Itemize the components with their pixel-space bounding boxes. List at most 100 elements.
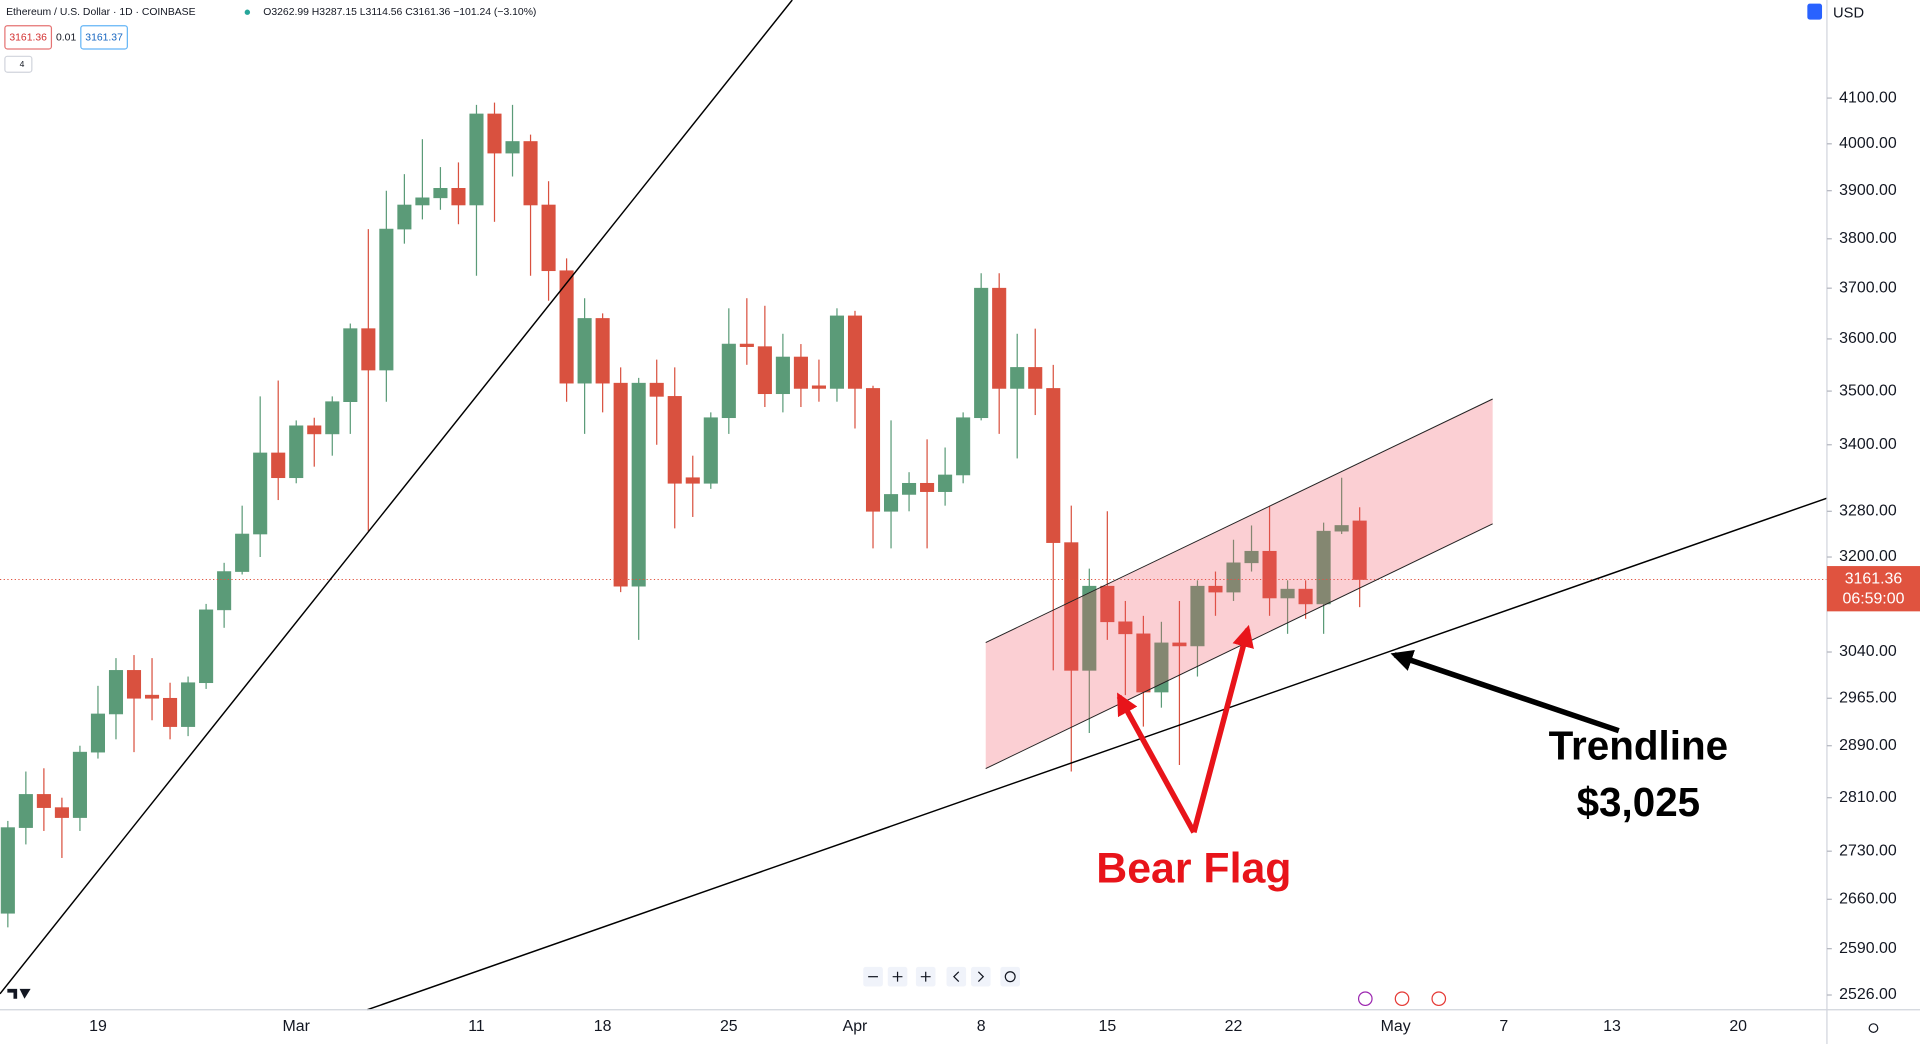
x-tick-label: 8: [977, 1018, 986, 1035]
x-tick-label: 22: [1225, 1018, 1243, 1035]
symbol: Ethereum / U.S. Dollar · 1D · COINBASE: [6, 7, 196, 18]
candle-body: [775, 356, 790, 395]
candle-body: [1298, 588, 1313, 605]
candle-body: [307, 425, 322, 435]
x-tick-label: 18: [594, 1018, 612, 1035]
y-tick-label: 2965.00: [1839, 689, 1897, 706]
trend-line: [367, 497, 1828, 1011]
event-icon[interactable]: [1431, 991, 1447, 1007]
candle-body: [343, 328, 358, 402]
candle-body: [631, 382, 646, 587]
indicator-toggle[interactable]: [4, 55, 33, 73]
arrow: [1116, 692, 1197, 834]
candle-body: [271, 452, 286, 479]
candle-body: [72, 751, 87, 818]
indicator-count[interactable]: 4: [20, 59, 25, 69]
candle-body: [793, 356, 808, 389]
candle-body: [126, 670, 142, 699]
candle-body: [54, 807, 69, 818]
x-tick-label: 13: [1603, 1018, 1621, 1035]
candle-body: [253, 452, 268, 535]
arrow: [1390, 650, 1620, 734]
annotation: Bear Flag: [1096, 845, 1291, 893]
x-tick-label: Apr: [843, 1018, 868, 1035]
icon: [953, 971, 960, 983]
y-tick-label: 3040.00: [1839, 643, 1897, 660]
plot: [0, 102, 1827, 928]
y-tick-label: 3900.00: [1839, 182, 1897, 199]
candle-body: [541, 204, 556, 272]
candle-body: [649, 382, 664, 397]
event-icon[interactable]: [1394, 991, 1410, 1007]
candle-body: [397, 204, 412, 230]
candle-body: [1064, 542, 1079, 671]
candle-body: [523, 141, 538, 206]
sell-button[interactable]: [4, 25, 53, 50]
scroll-right[interactable]: [971, 966, 991, 987]
y-tick-label: 4000.00: [1839, 135, 1897, 152]
icon: [892, 971, 903, 982]
candle-body: [829, 315, 845, 389]
x-tick-label: 20: [1729, 1018, 1747, 1035]
candle-body: [559, 270, 574, 384]
price-label-box: [1826, 566, 1920, 612]
candle-body: [1226, 562, 1241, 593]
settings-icon[interactable]: [1868, 1023, 1879, 1033]
candle-body: [1190, 585, 1205, 647]
currency-icon[interactable]: [1807, 3, 1823, 20]
candle-body: [1262, 550, 1277, 599]
candle-body: [415, 197, 430, 206]
candle-body: [1100, 585, 1115, 623]
y-tick-label: 2730.00: [1839, 842, 1897, 859]
scroll-left[interactable]: [946, 966, 967, 987]
candle-body: [1028, 367, 1043, 389]
y-tick-label: 2890.00: [1839, 737, 1897, 754]
x-tick-label: 11: [468, 1018, 485, 1035]
candle-body: [865, 388, 881, 512]
candle-body: [667, 396, 682, 484]
event-icon[interactable]: [1357, 991, 1373, 1007]
candle-body: [703, 417, 718, 484]
icon: [920, 971, 931, 982]
trend-line: [0, 0, 793, 995]
candle-body: [325, 401, 340, 435]
candle-body: [721, 343, 736, 419]
y-tick-label: 2590.00: [1839, 940, 1897, 957]
buy-price[interactable]: 3161.37: [85, 33, 123, 44]
y-tick-label: 3800.00: [1839, 230, 1897, 247]
candle-body: [361, 328, 376, 371]
status-dot: [244, 9, 251, 15]
candle-body: [18, 794, 33, 828]
channel-edge: [985, 398, 1493, 643]
icon: [977, 971, 985, 983]
candle-body: [289, 425, 304, 479]
candle-body: [217, 571, 232, 611]
candle-body: [595, 318, 610, 384]
candle-body: [1010, 367, 1025, 389]
x-tick-label: Mar: [283, 1018, 311, 1035]
candle-body: [577, 318, 592, 384]
candle-body: [1082, 585, 1097, 671]
candle-body: [433, 188, 448, 199]
countdown: 06:59:00: [1843, 590, 1905, 607]
currency[interactable]: USD: [1833, 5, 1864, 21]
candle-body: [469, 113, 484, 206]
y-tick-label: 3600.00: [1839, 330, 1897, 347]
candle-body: [505, 141, 520, 154]
candle-body: [1118, 621, 1133, 635]
annotation: $3,025: [1577, 779, 1701, 825]
arrow: [1191, 624, 1254, 833]
sell-price[interactable]: 3161.36: [9, 33, 47, 44]
x-tick-label: 19: [89, 1018, 107, 1035]
annotation: Trendline: [1549, 723, 1729, 769]
candle-body: [757, 346, 772, 395]
buy-button[interactable]: [80, 25, 128, 50]
candle-body: [379, 228, 394, 371]
y-tick-label: 3500.00: [1839, 382, 1897, 399]
candle-body: [685, 477, 700, 484]
reset[interactable]: [1000, 966, 1020, 987]
candle-body: [235, 533, 250, 572]
candle-body: [1334, 525, 1349, 532]
